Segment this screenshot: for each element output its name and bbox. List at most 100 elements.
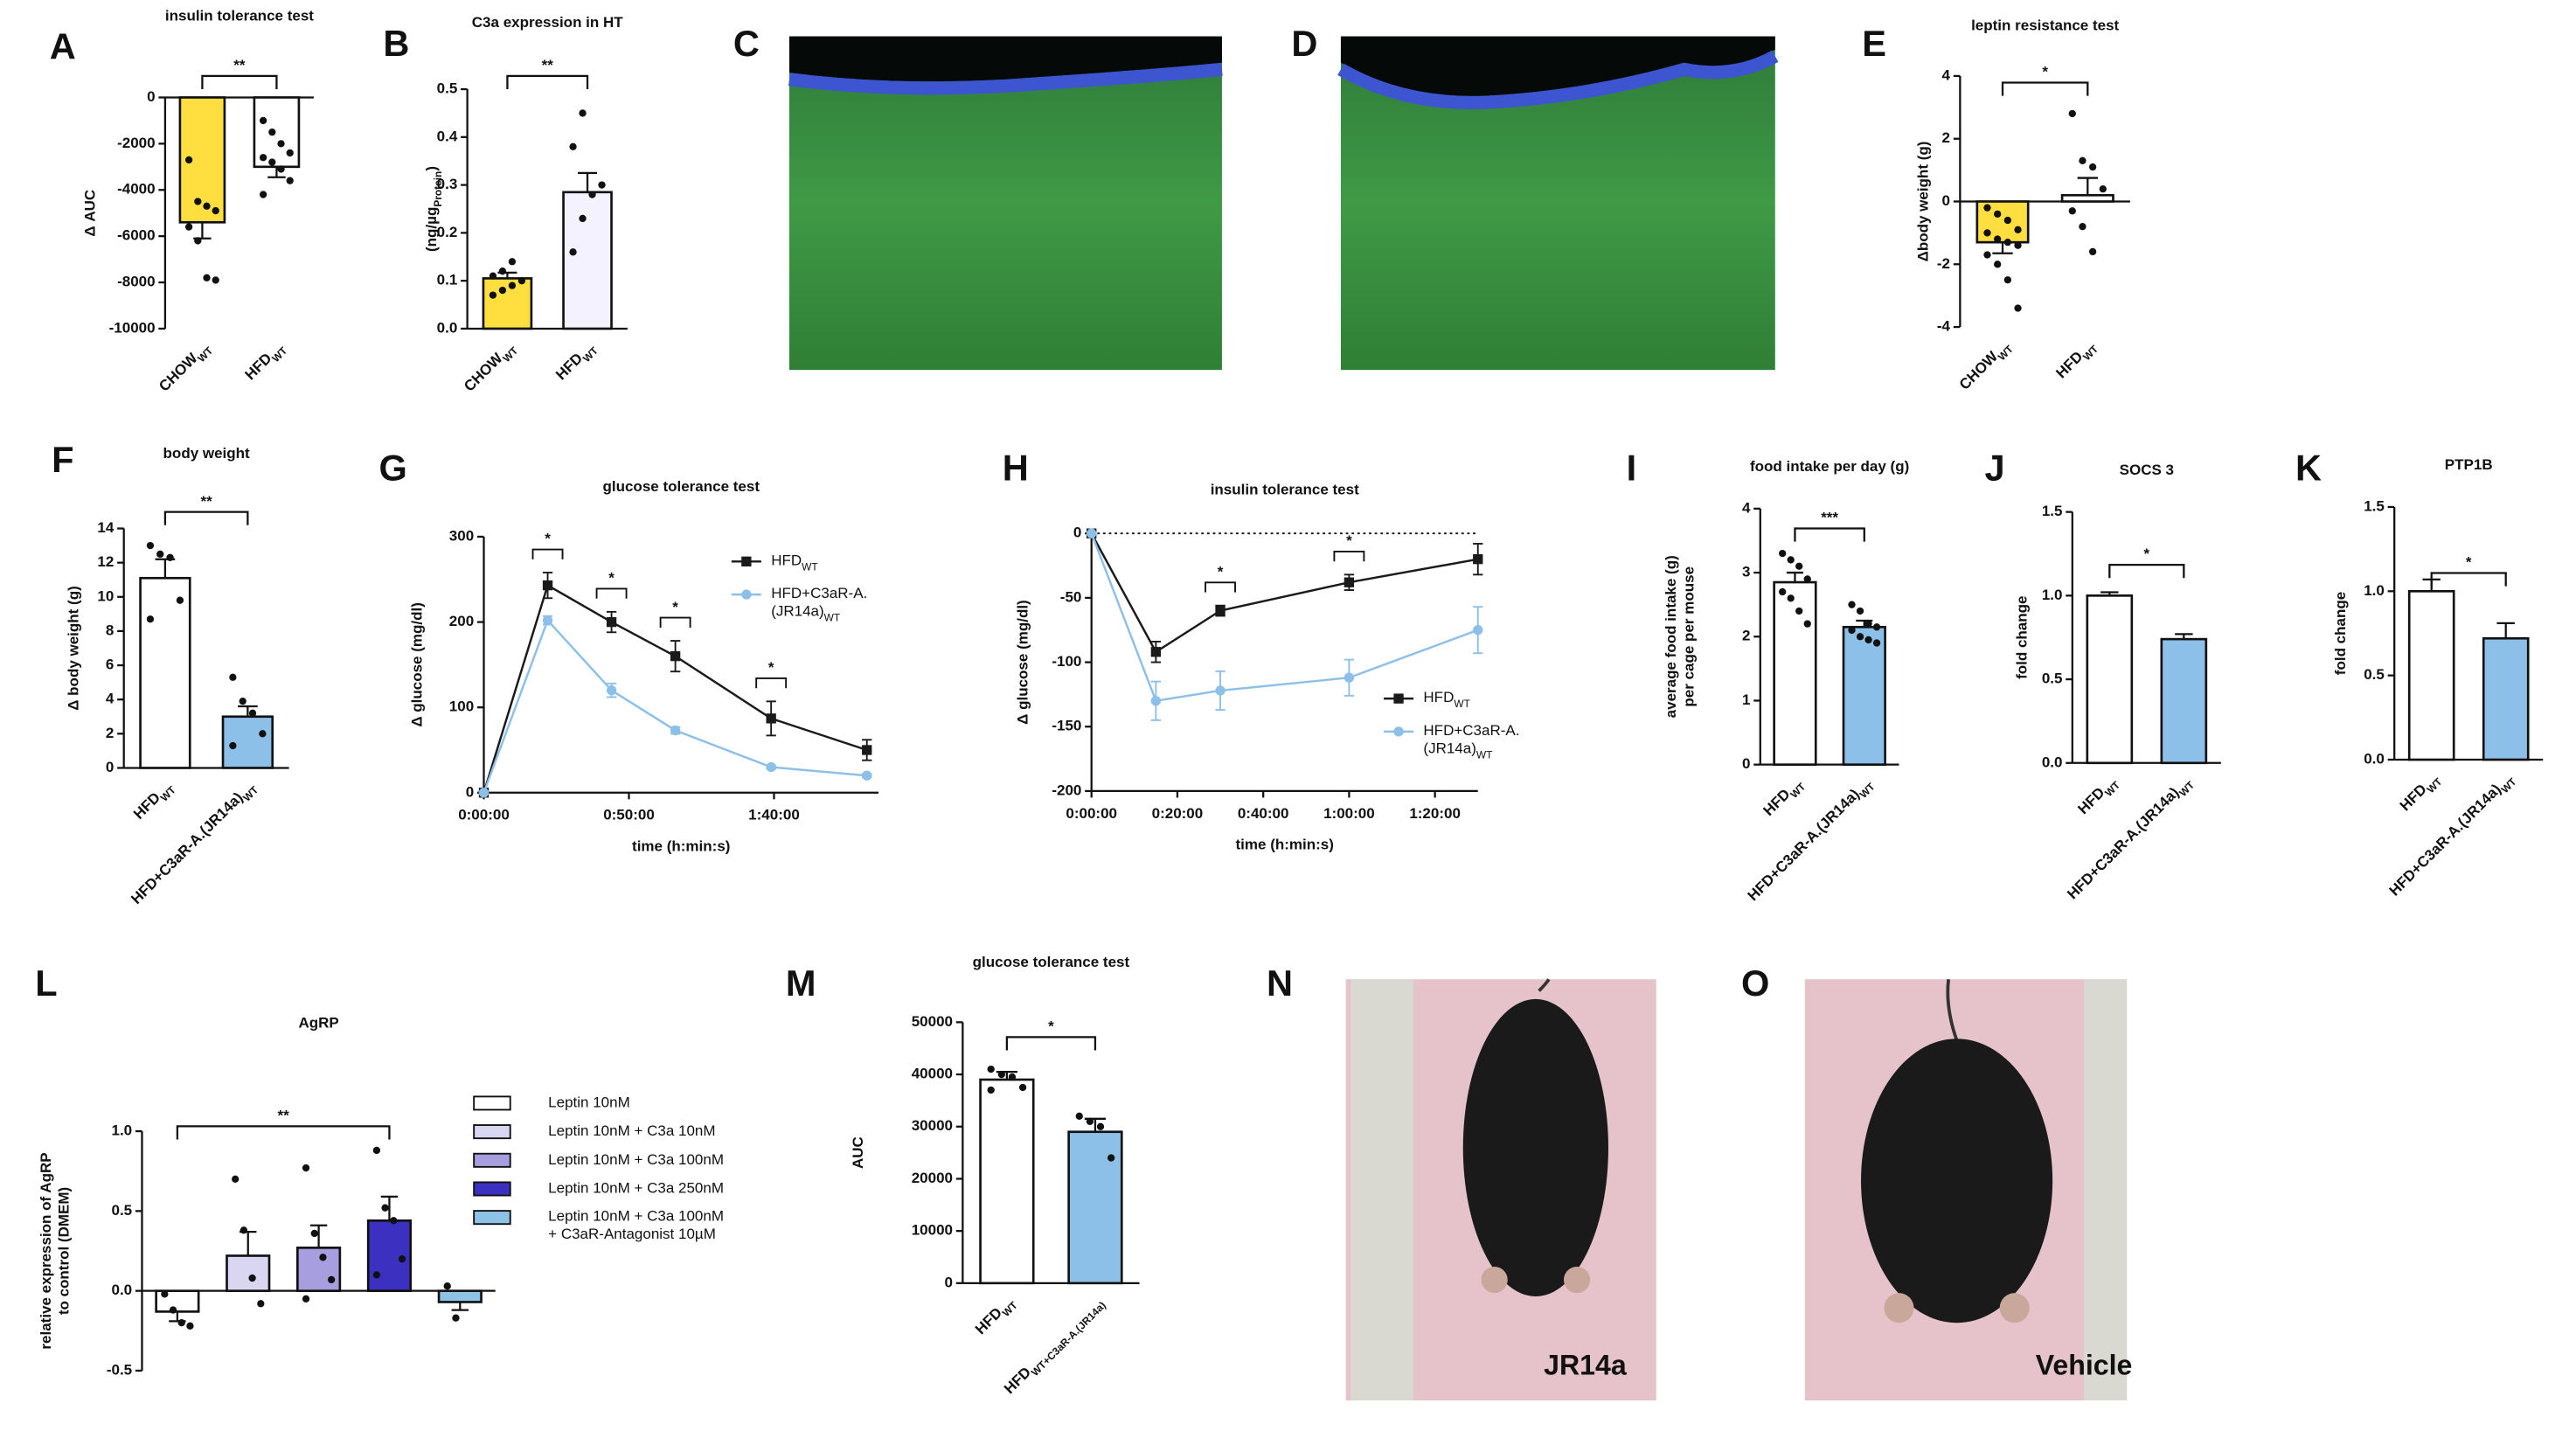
chart-title: PTP1B — [2445, 456, 2493, 473]
data-point — [1864, 636, 1872, 644]
x-axis-label: time (h:min:s) — [1236, 837, 1334, 853]
marker — [1215, 605, 1226, 616]
series-line — [1090, 532, 1479, 703]
bar — [2086, 594, 2134, 765]
text-span: HFD — [771, 552, 802, 569]
x-tick-label: 0:00:00 — [1066, 805, 1117, 822]
significance-label: ** — [542, 57, 554, 73]
x-tick-label: 0:00:00 — [458, 807, 510, 823]
data-point — [588, 191, 596, 198]
marker — [542, 580, 553, 591]
chart-title: glucose tolerance test — [973, 954, 1130, 970]
x-tick-label: HFDWT — [130, 777, 178, 825]
data-point — [1983, 229, 1991, 237]
legend-label: Leptin 10nM + C3a 100nM + C3aR-Antagonist… — [548, 1208, 724, 1242]
ear — [1999, 1293, 2030, 1323]
data-point — [177, 1319, 185, 1327]
ruler — [2084, 979, 2128, 1400]
significance-bracket — [176, 1125, 391, 1140]
bar — [221, 715, 274, 769]
marker — [1150, 696, 1162, 706]
marker — [766, 713, 776, 724]
chart-title: insulin tolerance test — [1211, 482, 1359, 498]
data-point — [277, 165, 285, 173]
data-point — [2079, 156, 2086, 164]
data-point — [1086, 1117, 1094, 1125]
data-point — [184, 223, 193, 231]
panel-letter: H — [1003, 447, 1029, 488]
y-axis-label: average food intake (g)per cage per mous… — [1663, 555, 1697, 718]
data-point — [259, 730, 267, 738]
x-tick-label: HFDWT — [972, 1293, 1020, 1341]
data-point — [184, 156, 193, 164]
marker — [542, 615, 553, 626]
data-point — [161, 1290, 169, 1298]
x-tick-label: HFDWT — [2053, 337, 2101, 385]
y-axis-label: (ng/µgProtein) — [423, 166, 444, 252]
x-tick-label: 1:20:00 — [1409, 805, 1461, 822]
bar — [1773, 580, 1817, 766]
legend-label: Leptin 10nM — [548, 1094, 630, 1110]
bar — [226, 1254, 271, 1292]
data-point — [203, 274, 211, 281]
data-point — [1983, 251, 1991, 259]
text-span: to control (DMEM) — [56, 1187, 73, 1315]
data-point — [186, 1322, 194, 1330]
data-point — [212, 206, 219, 215]
text-span: WT — [824, 612, 841, 624]
marker — [478, 788, 490, 798]
data-point — [259, 116, 267, 125]
bar — [2160, 637, 2208, 765]
data-point — [372, 1271, 381, 1279]
data-point — [259, 191, 267, 198]
significance-bracket — [1794, 527, 1865, 542]
ear — [1481, 1266, 1508, 1294]
y-tick-label: 0 — [945, 1274, 953, 1290]
text-span: WT — [802, 560, 818, 573]
data-point — [579, 109, 587, 117]
data-point — [1994, 210, 2002, 219]
y-axis-label: fold change — [2332, 592, 2349, 675]
x-tick-label: 1:40:00 — [748, 807, 800, 823]
legend-label: Leptin 10nM + C3a 100nM — [548, 1151, 724, 1168]
significance-bracket — [2108, 563, 2185, 579]
y-tick-label: 30000 — [912, 1117, 953, 1134]
data-point — [598, 181, 606, 189]
y-tick-label: 2 — [1942, 129, 1950, 146]
data-point — [1096, 1122, 1105, 1130]
data-point — [1856, 633, 1864, 641]
y-axis-label: AUC — [850, 1136, 866, 1169]
panel-letter: E — [1862, 23, 1886, 64]
significance-bracket — [2001, 81, 2089, 96]
data-point — [1075, 1112, 1083, 1120]
panel-letter: A — [50, 26, 76, 67]
x-tick-label: CHOWWT — [1956, 337, 2016, 396]
marker — [1215, 685, 1226, 696]
y-tick-label: 20000 — [912, 1170, 953, 1186]
chart-title: SOCS 3 — [2120, 462, 2174, 478]
bar — [562, 191, 613, 330]
y-tick-label: -2000 — [117, 135, 155, 151]
y-tick-label: -10000 — [109, 319, 156, 336]
annotation: * — [1218, 563, 1224, 580]
text-span: average food intake (g) — [1663, 555, 1679, 718]
data-point — [259, 154, 267, 162]
marker — [1393, 693, 1404, 704]
data-point — [1107, 1154, 1115, 1162]
nuclei-band — [788, 62, 1223, 95]
image-label: JR14a — [1544, 1350, 1628, 1381]
data-point — [156, 550, 164, 559]
text-span: (JR14a) — [1423, 740, 1475, 757]
y-tick-label: 10000 — [912, 1222, 953, 1239]
data-point — [2014, 304, 2022, 312]
y-tick-label: 2 — [106, 725, 114, 741]
marker — [1393, 726, 1404, 737]
y-tick-label: 4 — [1742, 499, 1751, 516]
y-tick-label: -200 — [1052, 782, 1081, 798]
y-tick-label: 0.3 — [437, 176, 458, 192]
data-point — [1018, 1083, 1027, 1092]
legend-label: HFDWT — [771, 552, 817, 573]
tail — [1946, 979, 1959, 1041]
legend-swatch — [473, 1181, 511, 1197]
y-axis-label: Δ body weight (g) — [65, 586, 81, 711]
